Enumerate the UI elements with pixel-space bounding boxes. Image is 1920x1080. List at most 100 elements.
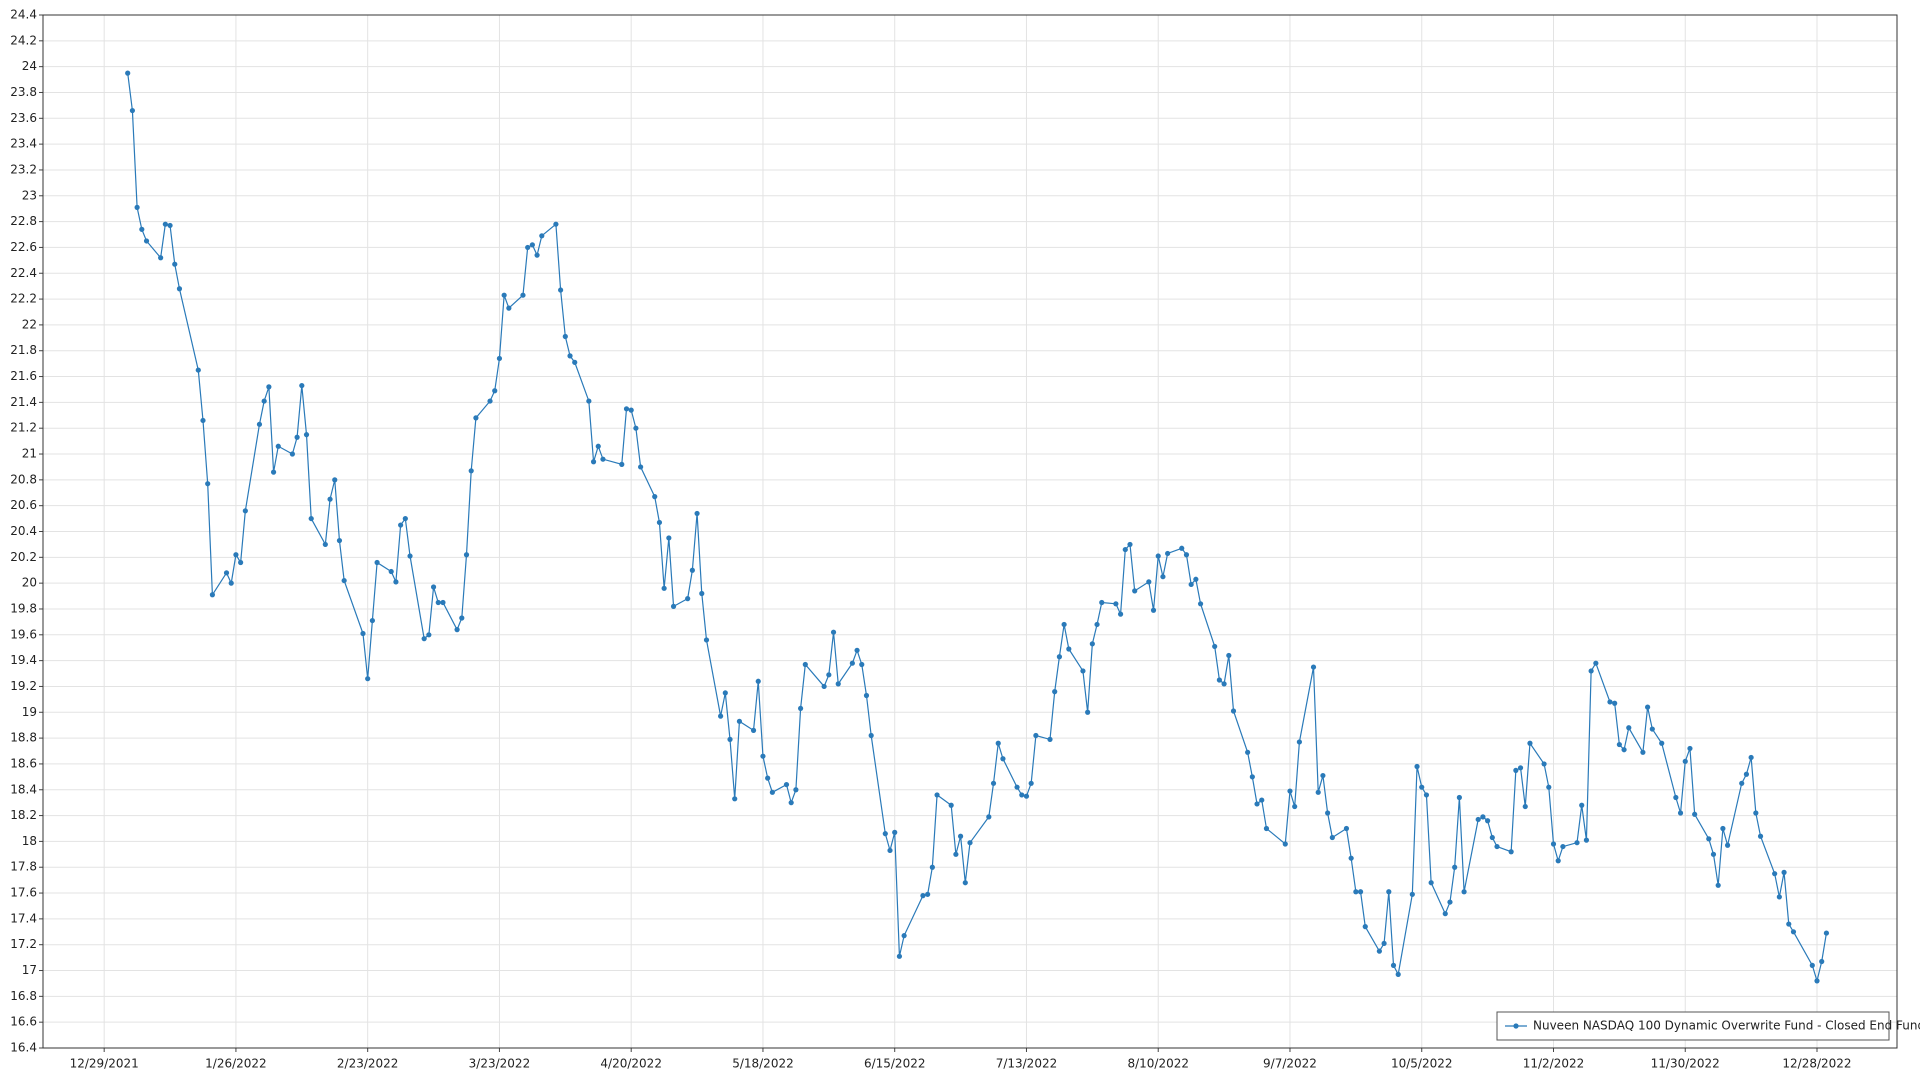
y-tick-label: 21.2 <box>10 421 37 435</box>
data-point <box>1555 858 1561 864</box>
data-point <box>233 552 239 558</box>
y-tick-label: 21.6 <box>10 369 37 383</box>
data-point <box>1023 793 1030 799</box>
data-point <box>1776 894 1782 900</box>
data-point <box>830 629 837 635</box>
y-tick-label: 17 <box>22 963 37 977</box>
data-point <box>1715 882 1721 888</box>
data-point <box>426 632 432 638</box>
y-tick-label: 21.8 <box>10 343 37 357</box>
y-tick-label: 21.4 <box>10 395 37 409</box>
data-point <box>1132 588 1138 594</box>
data-point <box>1127 541 1133 548</box>
data-point <box>572 359 578 365</box>
data-point <box>1790 929 1797 935</box>
data-point <box>1353 889 1359 895</box>
data-point <box>1517 765 1524 771</box>
data-point <box>1649 726 1655 732</box>
y-tick-label: 17.2 <box>10 937 37 951</box>
data-point <box>496 355 503 362</box>
data-point <box>656 519 663 526</box>
y-tick-label: 24 <box>22 59 37 73</box>
data-point <box>369 617 375 624</box>
legend-marker <box>1513 1023 1519 1029</box>
data-point <box>670 603 677 609</box>
data-point <box>797 705 804 712</box>
data-point <box>501 292 507 298</box>
data-point <box>1748 754 1754 761</box>
y-tick-label: 17.6 <box>10 886 37 900</box>
data-point <box>934 792 940 798</box>
data-point <box>1475 816 1481 823</box>
x-tick-label: 12/28/2022 <box>1782 1057 1851 1071</box>
y-tick-label: 23.4 <box>10 137 37 151</box>
y-tick-label: 18.4 <box>10 782 37 796</box>
data-point <box>1122 546 1128 553</box>
data-point <box>590 459 597 465</box>
y-tick-label: 20.4 <box>10 524 37 538</box>
data-point <box>703 637 710 643</box>
data-point <box>228 580 234 586</box>
y-tick-label: 19.6 <box>10 627 37 641</box>
data-point <box>440 599 446 606</box>
data-point <box>238 559 244 566</box>
data-point <box>1692 811 1698 817</box>
data-point <box>1423 792 1430 798</box>
y-tick-label: 17.8 <box>10 860 37 874</box>
data-point <box>1442 911 1448 917</box>
data-point <box>619 461 625 467</box>
y-tick-label: 16.6 <box>10 1015 37 1029</box>
data-point <box>788 800 794 806</box>
data-point <box>727 736 733 742</box>
data-point <box>1179 545 1185 551</box>
data-point <box>1626 725 1632 731</box>
data-point <box>125 70 131 76</box>
data-point <box>1249 774 1255 780</box>
data-point <box>1739 780 1745 786</box>
data-point <box>835 681 841 687</box>
data-point <box>1720 825 1726 832</box>
data-point <box>266 384 272 390</box>
data-point <box>1419 784 1425 790</box>
data-point <box>1099 599 1105 606</box>
data-point <box>995 740 1001 746</box>
data-point <box>666 535 672 541</box>
x-tick-label: 9/7/2022 <box>1263 1057 1317 1071</box>
y-tick-label: 20.2 <box>10 550 37 564</box>
x-tick-label: 11/30/2022 <box>1651 1057 1720 1071</box>
data-point <box>1245 749 1251 755</box>
y-tick-label: 21 <box>22 447 37 461</box>
data-point <box>209 592 216 598</box>
data-point <box>430 584 437 590</box>
y-tick-label: 20.6 <box>10 498 37 512</box>
y-tick-label: 16.4 <box>10 1041 37 1055</box>
data-point <box>129 107 136 114</box>
data-point <box>459 615 465 621</box>
data-point <box>1550 841 1557 847</box>
data-point <box>492 388 498 394</box>
data-point <box>1659 740 1665 746</box>
data-point <box>732 796 738 802</box>
data-point <box>1146 579 1152 585</box>
data-point <box>299 382 305 389</box>
data-point <box>562 333 568 340</box>
data-point <box>1616 741 1622 748</box>
data-point <box>638 464 644 470</box>
data-point <box>1080 668 1086 674</box>
data-point <box>1772 871 1778 877</box>
data-point <box>1000 756 1006 762</box>
data-point <box>1386 889 1392 895</box>
data-point <box>1673 794 1679 801</box>
data-point <box>256 421 263 427</box>
data-point <box>1282 841 1288 847</box>
data-point <box>1150 607 1157 613</box>
data-point <box>176 286 183 292</box>
data-point <box>463 552 470 558</box>
data-point <box>308 515 314 522</box>
legend-label: Nuveen NASDAQ 100 Dynamic Overwrite Fund… <box>1533 1019 1920 1033</box>
data-point <box>270 469 277 475</box>
data-point <box>600 456 606 462</box>
data-point <box>1381 940 1387 947</box>
data-point <box>534 252 540 258</box>
data-point <box>628 407 634 413</box>
